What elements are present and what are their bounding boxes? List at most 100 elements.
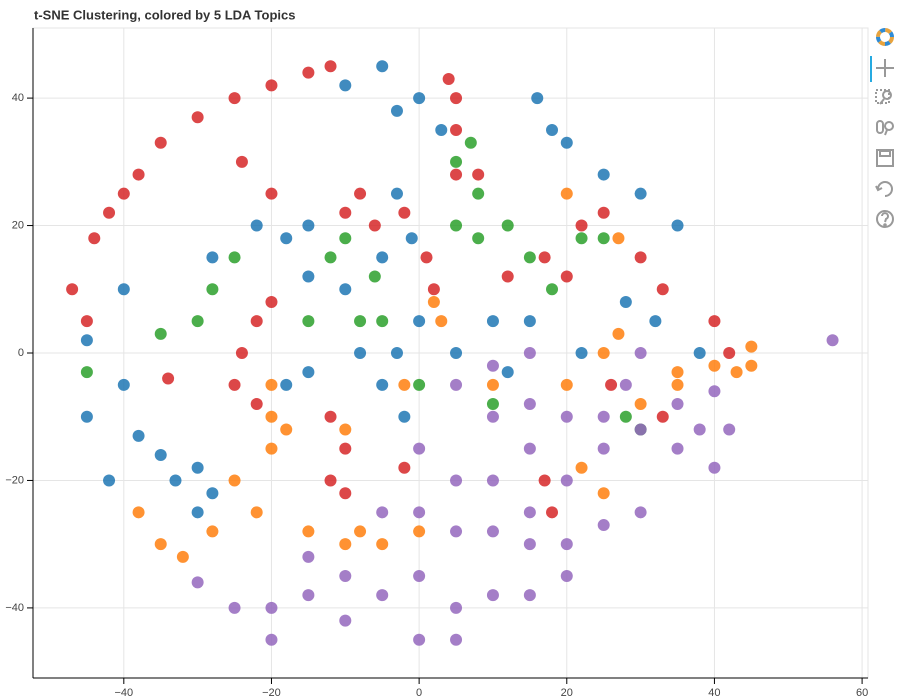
scatter-point [708, 315, 721, 328]
x-tick-label: 40 [708, 687, 720, 699]
scatter-point [265, 79, 278, 92]
scatter-point [413, 92, 426, 105]
reset-tool[interactable] [875, 181, 893, 197]
scatter-point [442, 72, 455, 85]
scatter-point [671, 366, 684, 379]
scatter-point [450, 155, 463, 168]
scatter-point [826, 334, 839, 347]
scatter-point [376, 506, 389, 519]
scatter-point [597, 410, 610, 423]
scatter-point [450, 347, 463, 359]
scatter-point [302, 525, 315, 538]
scatter-point [575, 219, 588, 232]
y-tick-label: −20 [5, 474, 24, 486]
box-zoom-tool[interactable] [875, 89, 892, 105]
scatter-point [206, 283, 219, 296]
scatter-point [575, 461, 588, 474]
scatter-point [280, 423, 293, 436]
scatter-point [235, 155, 248, 168]
scatter-point [501, 270, 514, 283]
scatter-point [427, 283, 440, 296]
scatter-point [88, 232, 101, 245]
scatter-point [80, 410, 93, 423]
scatter-point [745, 359, 758, 372]
scatter-point [619, 296, 632, 309]
wheel-zoom-tool[interactable] [876, 120, 894, 136]
scatter-point [132, 429, 145, 442]
scatter-point [206, 525, 219, 538]
scatter-point [486, 378, 499, 391]
scatter-point [634, 347, 647, 359]
scatter-point [191, 461, 204, 474]
scatter-point [501, 366, 514, 379]
scatter-point [730, 366, 743, 379]
scatter-point [523, 251, 536, 264]
scatter-point [413, 525, 426, 538]
scatter-point [450, 525, 463, 538]
scatter-point [398, 206, 411, 219]
scatter-point [597, 487, 610, 500]
scatter-point [339, 487, 352, 500]
scatter-point [354, 315, 367, 328]
scatter-point [693, 423, 706, 436]
pan-tool[interactable] [876, 59, 894, 77]
x-tick-label: −20 [262, 687, 281, 699]
x-tick-label: −40 [114, 687, 133, 699]
x-tick-label: 60 [856, 687, 868, 699]
scatter-point [376, 251, 389, 264]
chart-title: t-SNE Clustering, colored by 5 LDA Topic… [34, 7, 295, 22]
scatter-point [132, 506, 145, 519]
scatter-point [354, 347, 367, 359]
scatter-point [546, 123, 559, 136]
scatter-point [339, 614, 352, 627]
scatter-point [693, 347, 706, 359]
scatter-point [302, 589, 315, 602]
scatter-point [280, 232, 293, 245]
scatter-point [339, 423, 352, 436]
bokeh-logo[interactable] [876, 28, 894, 46]
scatter-point [390, 187, 403, 200]
scatter-point [368, 270, 381, 283]
scatter-point [103, 474, 116, 487]
scatter-point [368, 219, 381, 232]
scatter-point [413, 442, 426, 455]
scatter-point [597, 232, 610, 245]
scatter-point [154, 538, 167, 551]
scatter-point [302, 315, 315, 328]
scatter-point [597, 519, 610, 532]
scatter-point [250, 219, 263, 232]
scatter-point [560, 538, 573, 551]
scatter-point [486, 397, 499, 410]
scatter-point [723, 423, 736, 436]
scatter-point [634, 187, 647, 200]
scatter-point [472, 232, 485, 245]
scatter-point [154, 448, 167, 461]
scatter-point [450, 123, 463, 136]
save-tool[interactable] [876, 149, 894, 167]
scatter-point [671, 219, 684, 232]
scatter-point [324, 60, 337, 73]
scatter-point [339, 283, 352, 296]
scatter-point [531, 92, 544, 105]
x-tick-label: 20 [561, 687, 573, 699]
scatter-point [302, 366, 315, 379]
scatter-point [265, 410, 278, 423]
scatter-point [228, 474, 241, 487]
y-tick-label: 40 [12, 92, 24, 104]
scatter-point [162, 372, 175, 385]
scatter-point [302, 66, 315, 79]
scatter-point [235, 347, 248, 359]
scatter-point [450, 219, 463, 232]
scatter-point [413, 315, 426, 328]
scatter-point [80, 366, 93, 379]
scatter-point [228, 601, 241, 614]
scatter-point [560, 378, 573, 391]
scatter-point [671, 378, 684, 391]
scatter-point [390, 347, 403, 359]
help-tool[interactable] [876, 210, 894, 228]
scatter-point [560, 570, 573, 583]
scatter-point [339, 538, 352, 551]
scatter-point [656, 410, 669, 423]
scatter-point [560, 136, 573, 149]
scatter-point [560, 410, 573, 423]
